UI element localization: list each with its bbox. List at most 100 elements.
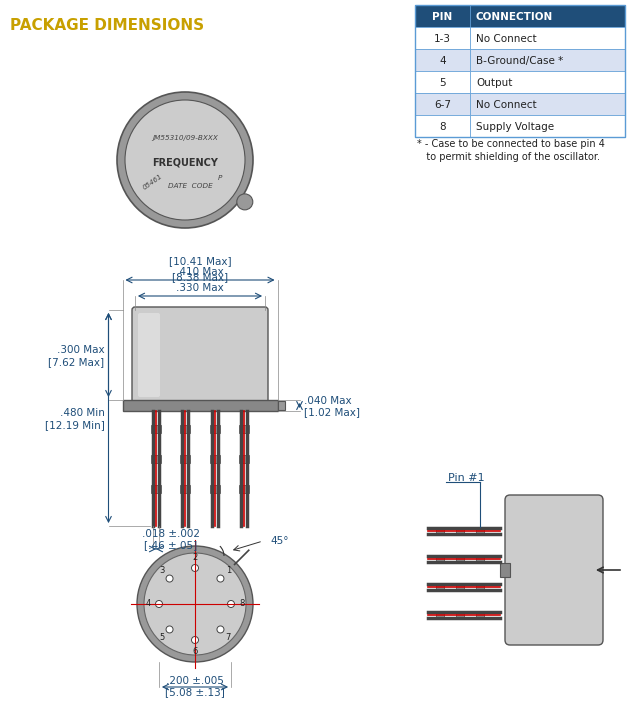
Text: PACKAGE DIMENSIONS: PACKAGE DIMENSIONS [10, 18, 204, 33]
Bar [436, 555, 444, 563]
Bar [476, 583, 484, 591]
Bar [456, 610, 464, 619]
Circle shape [125, 100, 245, 220]
Text: 5: 5 [159, 633, 164, 642]
Circle shape [237, 194, 253, 210]
Text: [10.41 Max]: [10.41 Max] [169, 256, 231, 266]
Text: P: P [218, 175, 222, 181]
Text: No Connect: No Connect [476, 100, 537, 110]
Text: .480 Min: .480 Min [60, 408, 105, 418]
Circle shape [144, 553, 246, 655]
Circle shape [191, 565, 199, 571]
Text: [.46 ±.05]: [.46 ±.05] [144, 540, 198, 550]
Circle shape [137, 546, 253, 662]
Circle shape [166, 626, 173, 633]
Text: 8: 8 [439, 122, 446, 132]
Text: [7.62 Max]: [7.62 Max] [48, 357, 105, 367]
Bar [476, 555, 484, 563]
Text: 5: 5 [439, 78, 446, 88]
Text: Pin #1: Pin #1 [448, 473, 485, 483]
Text: [12.19 Min]: [12.19 Min] [45, 420, 105, 430]
Text: B-Ground/Case *: B-Ground/Case * [476, 56, 563, 66]
Bar [180, 425, 190, 433]
Bar [500, 563, 510, 577]
Bar [436, 583, 444, 591]
Text: No Connect: No Connect [476, 34, 537, 44]
Text: 2: 2 [192, 552, 198, 561]
Bar [180, 485, 190, 493]
Text: 6: 6 [192, 647, 198, 655]
Text: .018 ±.002: .018 ±.002 [142, 529, 200, 539]
Text: 3: 3 [159, 566, 164, 575]
Bar [470, 5, 625, 27]
Text: to permit shielding of the oscillator.: to permit shielding of the oscillator. [417, 152, 600, 162]
Text: [5.08 ±.13]: [5.08 ±.13] [165, 687, 225, 697]
Text: DATE  CODE: DATE CODE [167, 183, 213, 189]
Text: 8: 8 [240, 600, 245, 608]
Text: 45°: 45° [270, 536, 288, 546]
Bar [122, 400, 278, 411]
Bar [415, 5, 470, 27]
Bar [470, 93, 625, 115]
Bar [476, 610, 484, 619]
Text: * - Case to be connected to base pin 4: * - Case to be connected to base pin 4 [417, 139, 605, 149]
Bar [436, 527, 444, 535]
Bar [278, 401, 285, 410]
FancyBboxPatch shape [138, 313, 160, 397]
Bar [415, 71, 470, 93]
Circle shape [166, 575, 173, 582]
Bar [470, 71, 625, 93]
Bar [470, 27, 625, 49]
Text: Output: Output [476, 78, 512, 88]
Text: .040 Max: .040 Max [303, 396, 351, 405]
Bar [239, 425, 249, 433]
Text: JM55310/09-BXXX: JM55310/09-BXXX [152, 135, 218, 141]
Text: .410 Max: .410 Max [176, 267, 224, 277]
Text: 4: 4 [145, 600, 150, 608]
Bar [436, 610, 444, 619]
Bar [476, 527, 484, 535]
Bar [415, 27, 470, 49]
Bar [239, 485, 249, 493]
Bar [470, 115, 625, 137]
Bar [151, 485, 161, 493]
Bar [456, 583, 464, 591]
Text: PIN: PIN [433, 12, 453, 22]
FancyBboxPatch shape [505, 495, 603, 645]
Bar [151, 425, 161, 433]
Bar [456, 527, 464, 535]
Text: [1.02 Max]: [1.02 Max] [303, 407, 359, 418]
Bar [415, 49, 470, 71]
Text: CONNECTION: CONNECTION [476, 12, 553, 22]
Circle shape [228, 600, 234, 608]
Text: 1: 1 [226, 566, 231, 575]
Circle shape [217, 626, 224, 633]
Bar [180, 455, 190, 463]
Text: 6-7: 6-7 [434, 100, 451, 110]
Circle shape [217, 575, 224, 582]
Bar [415, 93, 470, 115]
Text: Supply Voltage: Supply Voltage [476, 122, 554, 132]
Text: 05461: 05461 [142, 173, 164, 191]
Bar [210, 425, 220, 433]
Text: 1-3: 1-3 [434, 34, 451, 44]
Bar [415, 5, 625, 137]
Text: 4: 4 [439, 56, 446, 66]
Text: .330 Max: .330 Max [176, 283, 224, 293]
Circle shape [117, 92, 253, 228]
Bar [456, 555, 464, 563]
Circle shape [155, 600, 162, 608]
Bar [239, 455, 249, 463]
Bar [210, 485, 220, 493]
Bar [415, 115, 470, 137]
Bar [210, 455, 220, 463]
Bar [470, 49, 625, 71]
Text: .200 ±.005: .200 ±.005 [166, 676, 224, 686]
Text: 7: 7 [226, 633, 231, 642]
Text: [8.38 Max]: [8.38 Max] [172, 272, 228, 282]
Circle shape [191, 637, 199, 644]
Text: .300 Max: .300 Max [57, 345, 105, 355]
Bar [151, 455, 161, 463]
Text: FREQUENCY: FREQUENCY [152, 157, 218, 167]
FancyBboxPatch shape [132, 307, 268, 403]
